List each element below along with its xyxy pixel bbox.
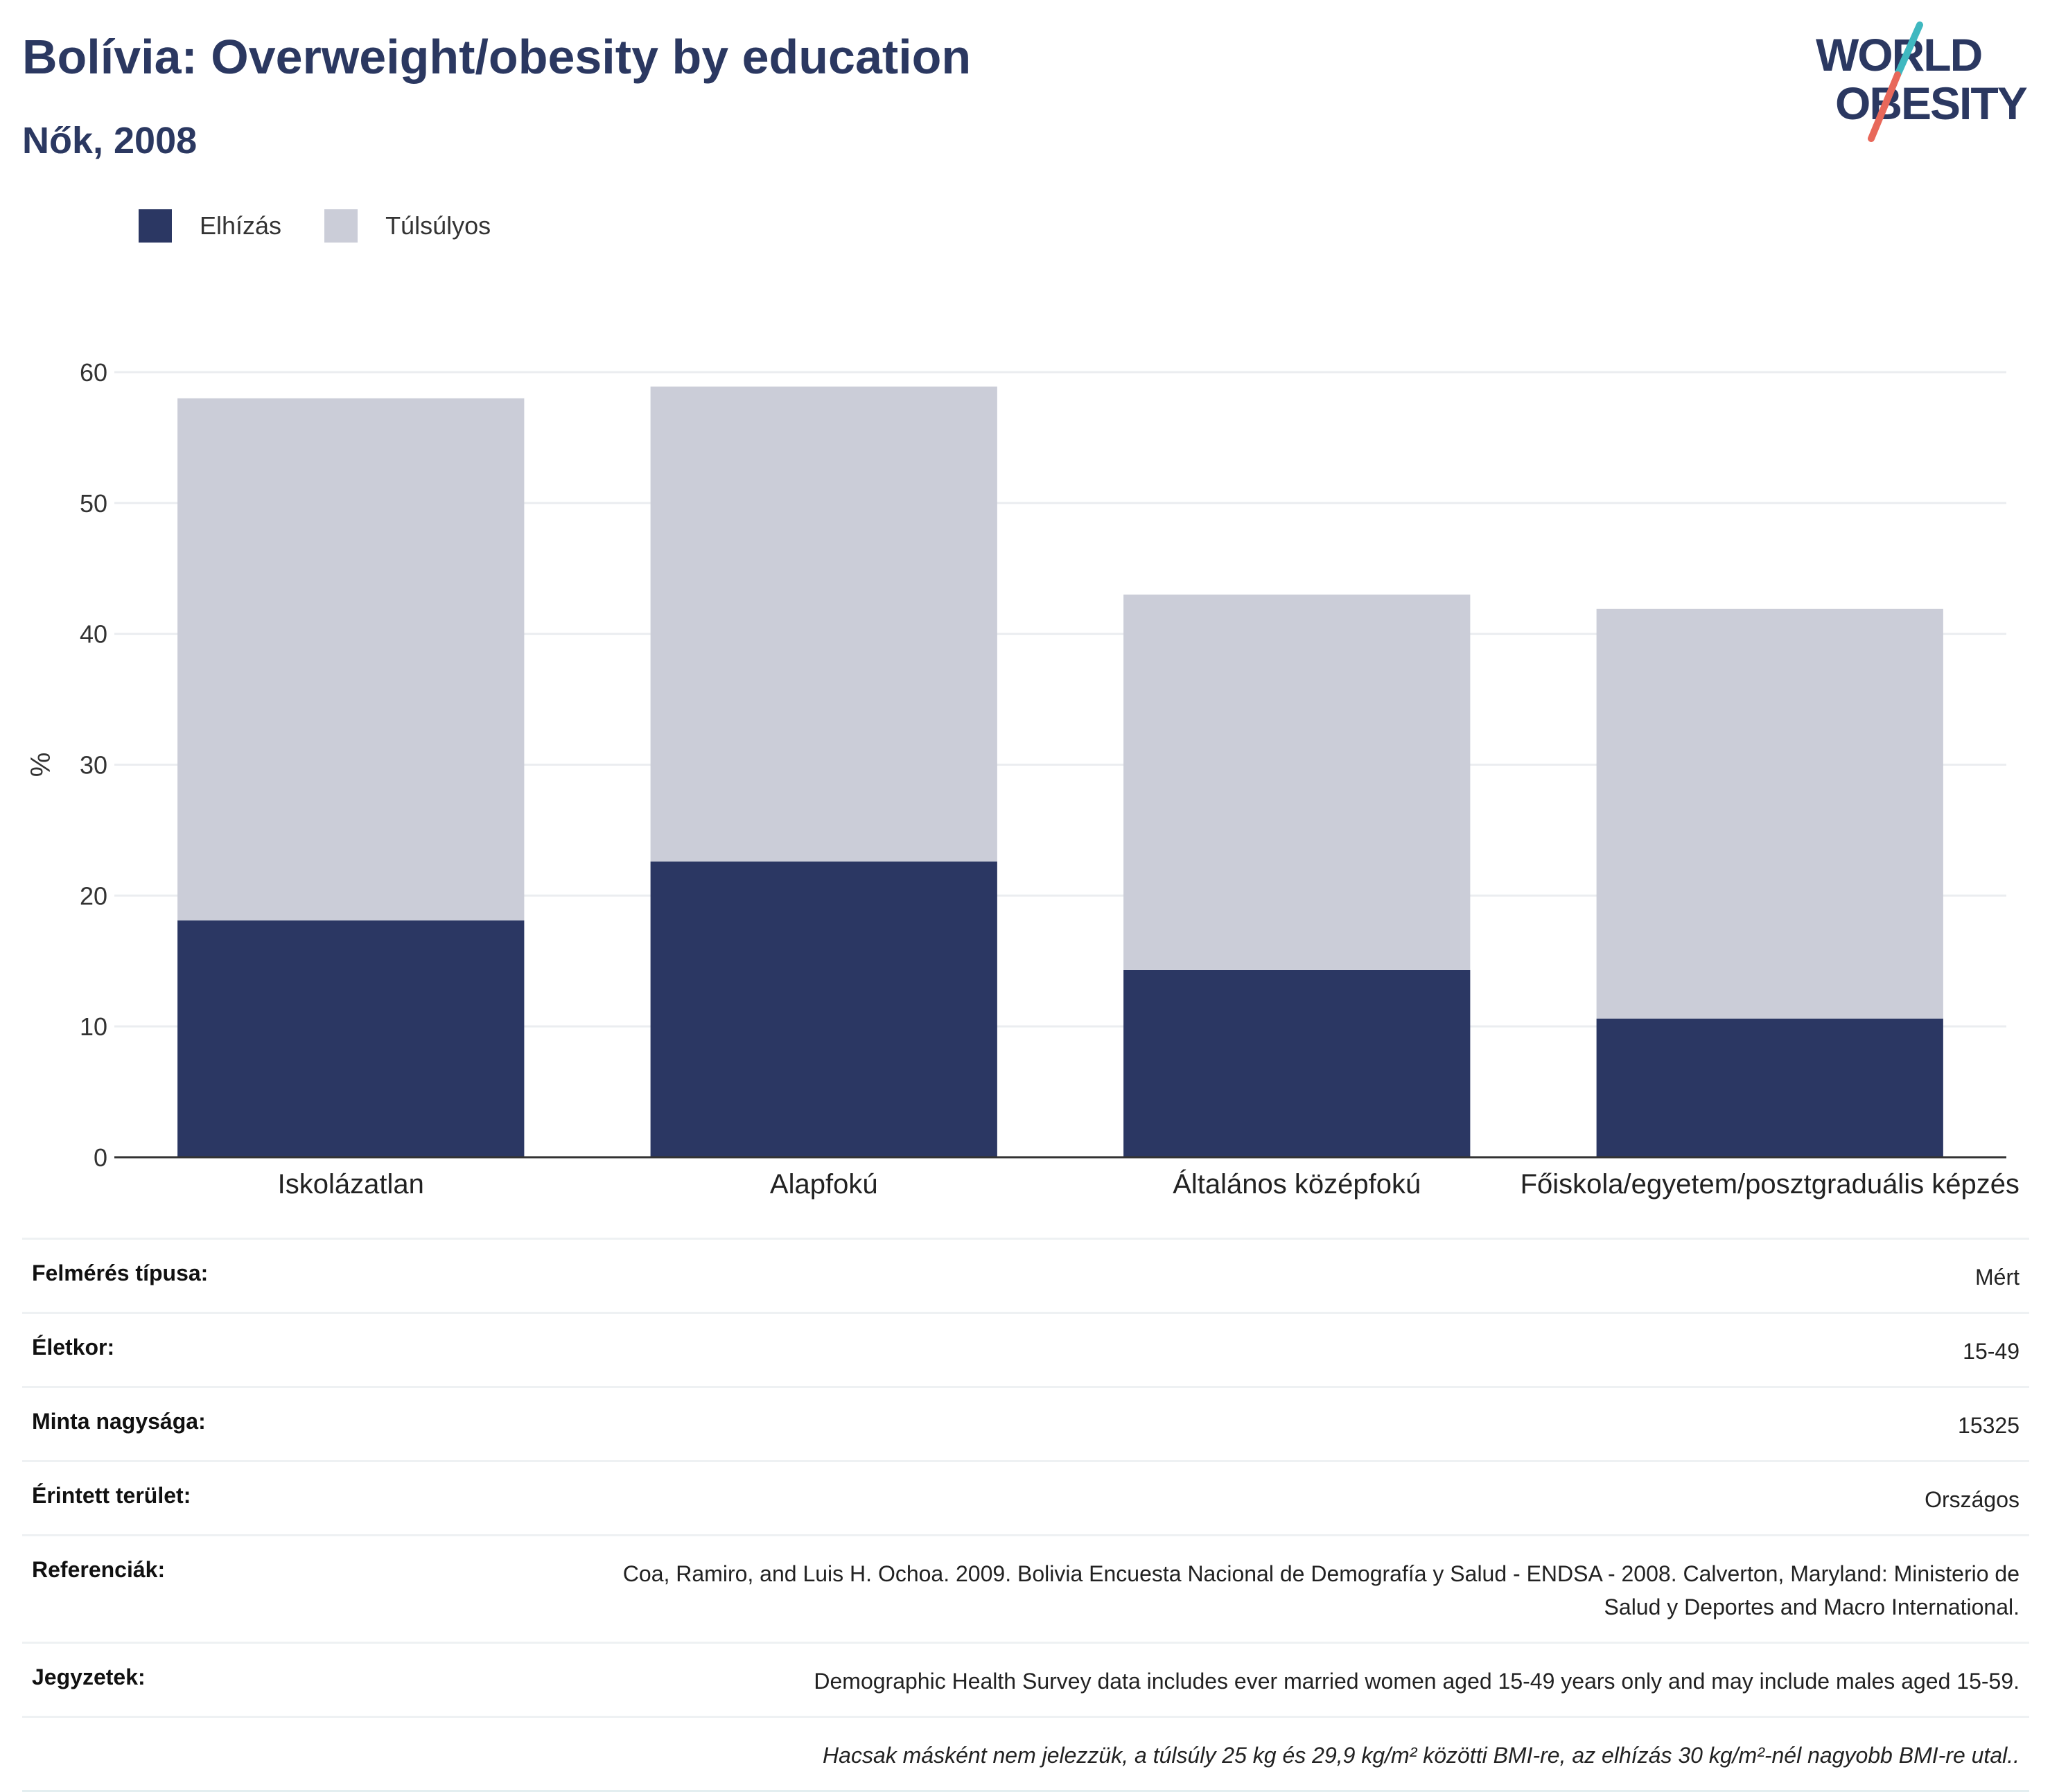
bar-overweight	[177, 398, 525, 921]
meta-row-survey-type: Felmérés típusa: Mért	[22, 1238, 2029, 1312]
meta-value: 15325	[1958, 1413, 2020, 1438]
meta-key: Referenciák:	[32, 1557, 166, 1582]
meta-key: Felmérés típusa:	[32, 1260, 209, 1285]
meta-value: Országos	[1925, 1487, 2020, 1512]
meta-key: Minta nagysága:	[32, 1409, 206, 1434]
meta-value: Demographic Health Survey data includes …	[814, 1669, 2020, 1694]
meta-row-references: Referenciák: Coa, Ramiro, and Luis H. Oc…	[22, 1534, 2029, 1642]
meta-footnote: Hacsak másként nem jelezzük, a túlsúly 2…	[823, 1743, 2020, 1768]
x-tick-label: Főiskola/egyetem/posztgraduális képzés	[1521, 1169, 2020, 1200]
x-tick-label: Iskolázatlan	[278, 1169, 424, 1200]
legend-swatch-overweight	[324, 209, 358, 243]
meta-value: 15-49	[1963, 1339, 2020, 1364]
legend-label-obesity: Elhízás	[200, 211, 282, 240]
y-tick-label: 40	[80, 620, 107, 649]
logo-slash-teal	[1894, 21, 1923, 78]
meta-key: Érintett terület:	[32, 1483, 191, 1508]
meta-row-sample-size: Minta nagysága: 15325	[22, 1386, 2029, 1460]
meta-value: Coa, Ramiro, and Luis H. Ochoa. 2009. Bo…	[622, 1561, 2020, 1619]
y-tick-label: 20	[80, 881, 107, 910]
logo-line2: OBESITY	[1835, 78, 2027, 129]
meta-row-age: Életkor: 15-49	[22, 1312, 2029, 1386]
x-tick-label: Alapfokú	[770, 1169, 878, 1200]
bar-obesity	[1123, 969, 1471, 1157]
bar-obesity	[1596, 1018, 1943, 1157]
meta-value: Mért	[1975, 1265, 2020, 1290]
legend-label-overweight: Túlsúlyos	[385, 211, 491, 240]
legend-swatch-obesity	[139, 209, 172, 243]
meta-row-area: Érintett terület: Országos	[22, 1460, 2029, 1534]
meta-key: Életkor:	[32, 1335, 115, 1360]
survey-metadata-table: Felmérés típusa: Mért Életkor: 15-49 Min…	[22, 1238, 2029, 1792]
meta-row-notes: Jegyzetek: Demographic Health Survey dat…	[22, 1642, 2029, 1716]
meta-key: Jegyzetek:	[32, 1664, 146, 1689]
bar-overweight	[1123, 595, 1471, 970]
bar-obesity	[177, 920, 525, 1157]
y-tick-label: 0	[94, 1143, 107, 1172]
bar-overweight	[650, 386, 997, 862]
bar-overweight	[1596, 608, 1943, 1019]
y-axis-label: %	[26, 753, 56, 778]
logo-slash-red	[1868, 71, 1901, 142]
chart-legend: Elhízás Túlsúlyos	[139, 205, 534, 247]
page-title: Bolívia: Overweight/obesity by education	[22, 30, 972, 84]
stacked-bar-chart: 0 10 20 30 40 50 60% Iskolázatlan Alapfokú Általá…	[26, 358, 2020, 1200]
y-tick-label: 10	[80, 1012, 107, 1041]
y-tick-label: 60	[80, 358, 107, 387]
x-tick-label: Általános középfokú	[1173, 1168, 1421, 1200]
world-obesity-logo: WORLD OBESITY	[1816, 21, 2029, 142]
y-tick-label: 50	[80, 489, 107, 518]
meta-row-footnote: Hacsak másként nem jelezzük, a túlsúly 2…	[22, 1716, 2029, 1792]
bar-obesity	[650, 861, 997, 1157]
page-subtitle: Nők, 2008	[22, 120, 198, 161]
legend-item-overweight[interactable]: Túlsúlyos	[324, 209, 491, 243]
y-tick-label: 30	[80, 751, 107, 780]
legend-item-obesity[interactable]: Elhízás	[139, 209, 281, 243]
